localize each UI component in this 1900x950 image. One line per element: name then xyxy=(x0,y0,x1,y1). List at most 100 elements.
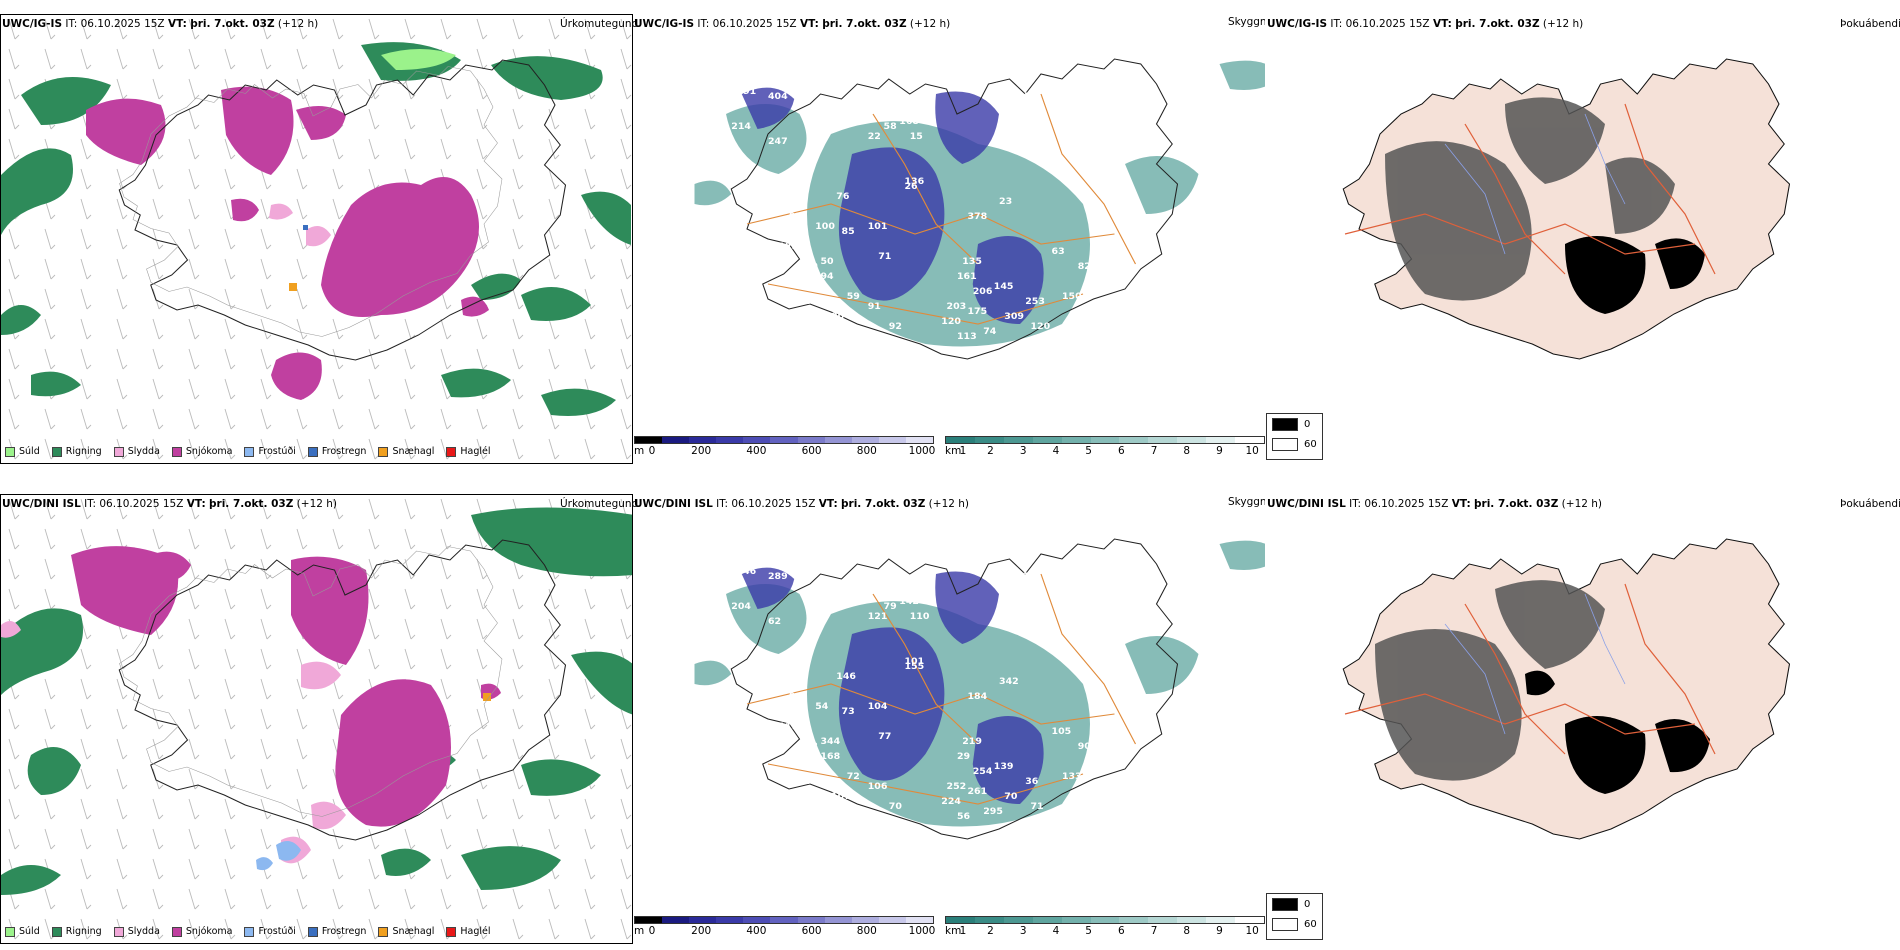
cloud-base-value: 92 xyxy=(889,321,902,332)
precip-legend-item: Snjókoma xyxy=(171,926,232,937)
precip-type-panel-top: Súld Rigning Slydda Snjókoma Frostúði Frostre… xyxy=(0,14,633,464)
cloud-base-value: 175 xyxy=(968,306,988,317)
fog-legend-bottom: 0 60 xyxy=(1266,893,1323,940)
precip-panel-label-bottom: Úrkomutegund xyxy=(560,498,639,510)
precip-map-bottom xyxy=(1,495,633,944)
cloud-base-colorbar-top: m 0 200 400 600 800 1000 xyxy=(634,436,935,458)
legend-swatch xyxy=(1272,438,1298,451)
cloud-base-value: 74 xyxy=(983,326,996,337)
colorbar-tick: 6 xyxy=(1118,925,1125,937)
precip-panel-label-top: Úrkomutegund xyxy=(560,18,639,30)
cloud-base-value: 90 xyxy=(1078,741,1091,752)
precip-legend-item: Rigning xyxy=(51,926,102,937)
it-label: IT: xyxy=(1330,18,1343,30)
colorbar-tick: 0 xyxy=(648,925,656,937)
model-name: UWC/IG-IS xyxy=(2,18,63,30)
cloud-base-value: 120 xyxy=(941,316,961,327)
it-label: IT: xyxy=(84,498,97,510)
cloud-base-value: 107 xyxy=(831,791,851,802)
cloud-panel-label-top: Skyggni xyxy=(1228,16,1270,28)
legend-swatch xyxy=(171,926,182,937)
cloud-base-value: 145 xyxy=(994,281,1014,292)
cloud-base-value: 91 xyxy=(868,301,881,312)
precip-legend-item: Haglél xyxy=(446,446,491,457)
cloud-base-value: 60 xyxy=(805,261,818,272)
it-label: IT: xyxy=(65,18,78,30)
cloud-base-value: 82 xyxy=(1078,261,1091,272)
it-value: 06.10.2025 15Z xyxy=(1364,498,1449,510)
cloud-base-value: 95 xyxy=(1036,58,1049,69)
cloud-base-value: 101 xyxy=(905,656,925,667)
cloud-base-value: 80 xyxy=(805,296,818,307)
lead-time: (+12 h) xyxy=(296,498,338,510)
colorbar-unit: m xyxy=(634,445,645,457)
visibility-colorbar-top: km 1 2 3 4 5 6 7 8 9 10 xyxy=(945,436,1265,458)
cloud-base-value: 18 xyxy=(805,741,818,752)
cloud-base-value: 104 xyxy=(868,701,888,712)
precip-legend-item: Frostregn xyxy=(307,926,367,937)
cloud-base-value: 203 xyxy=(947,301,967,312)
colorbar-tick: 9 xyxy=(1216,925,1223,937)
vt-value: þri. 7.okt. 03Z xyxy=(822,18,907,30)
cloud-base-value: 54 xyxy=(815,701,828,712)
cloud-base-value: 186 xyxy=(721,701,741,712)
legend-swatch xyxy=(5,926,15,937)
colorbar-tick: 1 xyxy=(959,925,967,937)
cloud-base-value: 105 xyxy=(1010,56,1030,67)
colorbar-unit: km xyxy=(945,445,962,457)
legend-label: Slydda xyxy=(127,926,160,937)
legend-label: 60 xyxy=(1304,919,1317,930)
vt-value: þri. 7.okt. 03Z xyxy=(1474,498,1559,510)
legend-label: Frostúði xyxy=(258,446,296,457)
legend-swatch xyxy=(171,446,182,457)
legend-swatch xyxy=(113,446,124,457)
cloud-base-value: 56 xyxy=(957,811,970,822)
cloud-base-value: 76 xyxy=(836,191,849,202)
cloud-base-value: 70 xyxy=(1004,791,1017,802)
fog-map-top xyxy=(1265,14,1900,464)
cloud-base-value: 80 xyxy=(847,871,860,882)
legend-swatch xyxy=(51,926,62,937)
legend-swatch xyxy=(51,446,62,457)
legend-swatch xyxy=(307,446,318,457)
cloud-base-value: 71 xyxy=(1031,801,1044,812)
cloud-base-value: 121 xyxy=(868,611,888,622)
cloud-base-value: 48 xyxy=(836,351,849,362)
cloud-base-value: 85 xyxy=(842,226,855,237)
model-name: UWC/DINI ISL xyxy=(2,498,81,510)
cloud-base-value: 146 xyxy=(836,671,856,682)
lead-time: (+12 h) xyxy=(277,18,319,30)
cloud-base-value: 261 xyxy=(968,786,988,797)
cloud-base-value: 59 xyxy=(847,291,860,302)
legend-label: Snjókoma xyxy=(185,446,233,457)
cloud-base-value: 168 xyxy=(821,751,841,762)
cloud-base-value: 161 xyxy=(957,271,977,282)
cloud-base-value: 726 xyxy=(721,151,741,162)
colorbar-tick: 7 xyxy=(1150,445,1158,457)
legend-swatch xyxy=(378,926,389,937)
legend-label: Haglél xyxy=(460,446,491,457)
precip-legend-item: Frostúði xyxy=(244,446,296,457)
colorbar-gradient xyxy=(945,916,1265,924)
vt-label: VT: xyxy=(1432,18,1452,30)
cloud-base-value: 103 xyxy=(716,641,736,652)
legend-swatch xyxy=(446,926,457,937)
legend-swatch xyxy=(244,926,255,937)
colorbar-tick: 800 xyxy=(856,925,877,937)
precip-legend-item: Snæhagl xyxy=(378,926,434,937)
legend-label: Snæhagl xyxy=(392,926,435,937)
panel-title-cloud-top: UWC/IG-IS IT: 06.10.2025 15Z VT: þri. 7.… xyxy=(634,18,950,30)
cloud-base-value: 291 xyxy=(737,86,757,97)
cloud-base-value: 342 xyxy=(999,676,1019,687)
cloud-base-value: 135 xyxy=(962,256,982,267)
cloud-base-value: 295 xyxy=(983,806,1003,817)
precip-legend-item: Slydda xyxy=(113,446,160,457)
precip-legend-bottom: Súld Rigning Slydda Snjókoma Frostúði Frostre… xyxy=(5,926,491,937)
cloud-base-value: 136 xyxy=(905,176,925,187)
legend-label: Frostregn xyxy=(321,926,367,937)
cloud-base-value: 255 xyxy=(721,631,741,642)
fog-panel-bottom xyxy=(1265,494,1900,944)
vt-value: þri. 7.okt. 03Z xyxy=(1455,18,1540,30)
colorbar-tick: 2 xyxy=(987,445,994,457)
